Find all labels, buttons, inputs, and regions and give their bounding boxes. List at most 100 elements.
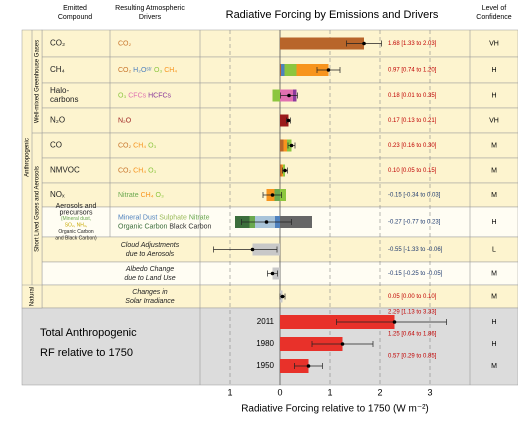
header-confidence: Level of: [482, 5, 507, 12]
best-estimate: [306, 364, 311, 368]
label: Organic Carbon Black Carbon: [118, 223, 212, 230]
x-tick-label: 2: [377, 387, 382, 397]
value-label: -0.15 [-0.25 to -0.05]: [388, 271, 443, 277]
label: Mineral Dust Sulphate Nitrate: [118, 214, 210, 221]
label-part: CO₂: [118, 167, 132, 174]
label-part: O₃: [156, 192, 164, 199]
label-part: N₂O: [118, 117, 132, 124]
label: (Mineral dust,: [61, 216, 91, 222]
x-tick-label: 1950: [256, 361, 274, 370]
value-label: 0.10 [0.05 to 0.15]: [388, 168, 437, 174]
label-part: CFCs: [128, 92, 146, 99]
value-label: 1.25 [0.64 to 1.86]: [388, 332, 437, 338]
value-label: 2.29 [1.13 to 3.33]: [388, 310, 437, 316]
label-part: CH₄: [164, 67, 177, 74]
value-label: -0.55 [-1.33 to -0.06]: [388, 247, 443, 253]
label: and Black Carbon): [55, 236, 97, 242]
bar-segment: [280, 189, 286, 201]
label-part: H₂Oˢᵗʳ: [133, 67, 152, 74]
header-drivers: Resulting Atmospheric: [115, 5, 185, 12]
value-label: 0.97 [0.74 to 1.20]: [388, 68, 437, 74]
bar-segment: [280, 139, 284, 152]
label: Aerosols and: [56, 203, 97, 210]
label: CO₂ H₂Oˢᵗʳ O₃ CH₄: [118, 67, 177, 74]
label-part: and Black Carbon): [55, 236, 97, 242]
confidence: H: [491, 67, 496, 74]
label: Organic Carbon: [58, 229, 94, 235]
value-label: 1.68 [1.33 to 2.03]: [388, 41, 437, 47]
section-label: Anthropogenic: [25, 138, 31, 177]
best-estimate: [326, 68, 331, 72]
value-label: -0.15 [-0.34 to 0.03]: [388, 193, 441, 199]
label-part: Sulphate: [159, 214, 187, 221]
best-estimate: [286, 118, 291, 123]
label-part: CH₄: [133, 167, 146, 174]
value-label: 0.17 [0.13 to 0.21]: [388, 118, 437, 124]
label: Solar Irradiance: [125, 298, 175, 305]
label: CO₂ CH₄ O₃: [118, 167, 157, 174]
confidence: VH: [489, 117, 499, 124]
label: precursors: [59, 209, 93, 216]
best-estimate: [340, 342, 345, 346]
total-label: Total Anthropogenic: [40, 327, 137, 339]
confidence: M: [491, 142, 497, 149]
confidence: H: [491, 219, 496, 226]
label: Albedo Change: [125, 266, 174, 273]
label: O₃ CFCs HCFCs: [118, 92, 172, 99]
confidence: M: [491, 192, 497, 199]
label-part: Organic Carbon: [58, 229, 94, 235]
label-part: Organic Carbon: [118, 223, 168, 230]
label-part: O₃: [154, 67, 162, 74]
label-part: CH₄: [133, 142, 146, 149]
label: CO₂: [50, 39, 65, 48]
confidence: H: [491, 341, 496, 348]
label-part: CO₂: [50, 39, 65, 48]
label-part: Nitrate: [118, 192, 139, 199]
label-part: (Mineral dust,: [61, 216, 91, 222]
x-tick-label: 0: [277, 387, 282, 397]
confidence: L: [492, 246, 496, 253]
label-part: Solar Irradiance: [125, 298, 175, 305]
section-label: Short Lived Gases and Aerosols: [35, 166, 41, 252]
label-part: NOₓ: [50, 190, 65, 199]
x-tick-label: 1980: [256, 339, 274, 348]
label: Halo-: [50, 86, 69, 95]
label-part: CH₄: [141, 192, 154, 199]
value-label: 0.57 [0.29 to 0.85]: [388, 354, 437, 360]
confidence: H: [491, 319, 496, 326]
x-tick-label: 2011: [257, 317, 275, 326]
label: Cloud Adjustments: [121, 242, 180, 249]
confidence: H: [491, 92, 496, 99]
confidence: VH: [489, 40, 499, 47]
label: carbons: [50, 95, 78, 104]
label-part: Cloud Adjustments: [121, 242, 180, 249]
best-estimate: [289, 143, 294, 148]
label-part: CO₂: [118, 67, 132, 74]
label: CO₂ CH₄ O₃: [118, 142, 157, 149]
label: NMVOC: [50, 166, 80, 175]
label-part: NMVOC: [50, 166, 80, 175]
best-estimate: [392, 320, 397, 324]
label-part: due to Aerosols: [126, 251, 175, 258]
header-confidence: Confidence: [476, 14, 512, 21]
value-label: 0.18 [0.01 to 0.35]: [388, 93, 437, 99]
label: due to Land Use: [124, 275, 175, 282]
label-part: carbons: [50, 95, 78, 104]
header-compound: Emitted: [63, 5, 87, 12]
best-estimate: [283, 168, 287, 173]
header-drivers: Drivers: [139, 14, 162, 21]
label: CH₄: [50, 65, 65, 74]
best-estimate: [287, 93, 291, 98]
best-estimate: [264, 220, 269, 224]
section-label: Well-mixed Greenhouse Gases: [35, 40, 41, 123]
x-tick-label: 1: [327, 387, 332, 397]
best-estimate: [362, 41, 366, 46]
label-part: precursors: [59, 209, 93, 216]
label-part: Changes in: [132, 289, 168, 296]
label: N₂O: [118, 117, 132, 124]
label-part: Black Carbon: [169, 223, 211, 230]
label-part: SO₂, NH₃,: [65, 223, 88, 229]
bar-segment: [280, 216, 312, 228]
label: SO₂, NH₃,: [65, 223, 88, 229]
